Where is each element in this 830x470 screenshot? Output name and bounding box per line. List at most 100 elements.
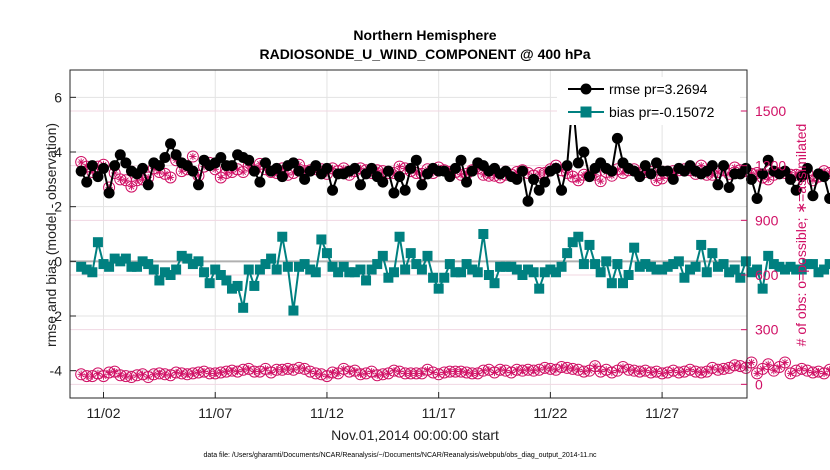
rmse-point <box>556 184 568 196</box>
rmse-point <box>327 184 339 196</box>
rmse-point <box>366 162 378 174</box>
bias-point <box>729 264 740 275</box>
bias-point <box>534 283 545 294</box>
rmse-point <box>528 173 540 185</box>
rmse-point <box>606 165 618 177</box>
rmse-point <box>159 151 171 163</box>
bias-point <box>774 261 785 272</box>
y-tick-label: 2 <box>54 199 62 215</box>
rmse-point <box>109 160 121 172</box>
obs-star-stroke <box>592 363 598 370</box>
bias-point <box>740 256 751 267</box>
bias-point <box>299 259 310 270</box>
bias-point <box>277 231 288 242</box>
bias-point <box>210 264 221 275</box>
bias-point <box>310 267 321 278</box>
bias-point <box>400 264 411 275</box>
rmse-point <box>215 151 227 163</box>
bias-point <box>724 267 735 278</box>
bias-point <box>428 272 439 283</box>
obs-star-stroke <box>351 367 358 374</box>
bias-point <box>562 248 573 259</box>
bias-point <box>215 270 226 280</box>
obs-star-stroke <box>167 372 174 379</box>
bias-point <box>81 264 92 275</box>
obs-star-stroke <box>569 173 576 180</box>
bias-point <box>573 231 584 242</box>
bias-point <box>394 231 405 242</box>
bias-point <box>388 267 399 278</box>
bias-point <box>372 259 383 270</box>
bias-point <box>87 267 98 278</box>
rmse-point <box>382 165 394 177</box>
bias-series <box>76 229 830 316</box>
bias-point <box>232 280 243 291</box>
bias-point <box>673 256 684 267</box>
bias-point <box>467 264 478 275</box>
assimilated-obs-marker <box>745 356 758 369</box>
y-tick-label: 0 <box>54 253 62 269</box>
bias-point <box>796 264 807 275</box>
bias-point <box>422 250 433 261</box>
rmse-series <box>75 94 830 207</box>
bias-point <box>752 264 763 275</box>
rmse-point <box>103 187 115 199</box>
bias-point <box>344 267 355 278</box>
rmse-point <box>388 187 400 199</box>
assimilated-obs-marker <box>778 356 791 369</box>
obs-circle <box>778 356 791 369</box>
rmse-point <box>321 162 333 174</box>
bias-point <box>578 259 589 270</box>
obs-star-stroke <box>508 369 515 376</box>
bias-point <box>617 278 628 289</box>
rmse-point <box>449 162 461 174</box>
obs-star-stroke <box>770 367 777 374</box>
obs-star-stroke <box>162 170 168 177</box>
y-right-tick-label: 900 <box>755 212 779 228</box>
bias-point <box>679 272 690 283</box>
rmse-point <box>142 179 154 191</box>
bias-point <box>383 272 394 283</box>
assimilated-obs-marker <box>242 362 255 375</box>
x-tick-label: 11/27 <box>645 405 679 421</box>
rmse-point <box>634 171 646 183</box>
bias-point <box>629 242 640 253</box>
bias-point <box>813 267 824 278</box>
rmse-point <box>287 157 299 169</box>
obs-star-stroke <box>782 359 788 366</box>
bias-point <box>159 267 170 278</box>
rmse-point <box>354 179 366 191</box>
bias-point <box>193 256 204 267</box>
bias-point <box>176 250 187 261</box>
bias-point <box>305 264 316 275</box>
rmse-point <box>416 179 428 191</box>
obs-star-stroke <box>754 370 760 377</box>
assimilated-obs-series <box>75 356 830 384</box>
chart-title: Northern Hemisphere <box>353 27 496 43</box>
rmse-point <box>578 146 590 158</box>
rmse-point <box>718 160 730 172</box>
chart-subtitle: RADIOSONDE_U_WIND_COMPONENT @ 400 hPa <box>259 46 590 62</box>
bias-point <box>338 261 349 272</box>
rmse-point <box>120 157 132 169</box>
bias-point <box>249 280 260 291</box>
bias-point <box>768 259 779 270</box>
bias-point <box>154 275 165 286</box>
y-axis-label-right: # of obs: o=possible; ∗=assimilated <box>793 124 809 347</box>
bias-point <box>226 283 237 294</box>
rmse-point <box>533 184 545 196</box>
obs-star-stroke <box>100 373 107 380</box>
rmse-point <box>824 192 830 204</box>
legend-rmse-marker <box>580 83 592 95</box>
bias-point <box>321 248 332 259</box>
bias-point <box>489 278 500 289</box>
obs-star-stroke <box>765 176 772 183</box>
possible-obs-marker <box>594 175 607 188</box>
bias-point <box>416 264 427 275</box>
bias-point <box>104 261 115 272</box>
rmse-point <box>243 154 255 166</box>
bias-point <box>735 272 746 283</box>
bias-point <box>662 261 673 272</box>
obs-star-stroke <box>128 183 135 190</box>
